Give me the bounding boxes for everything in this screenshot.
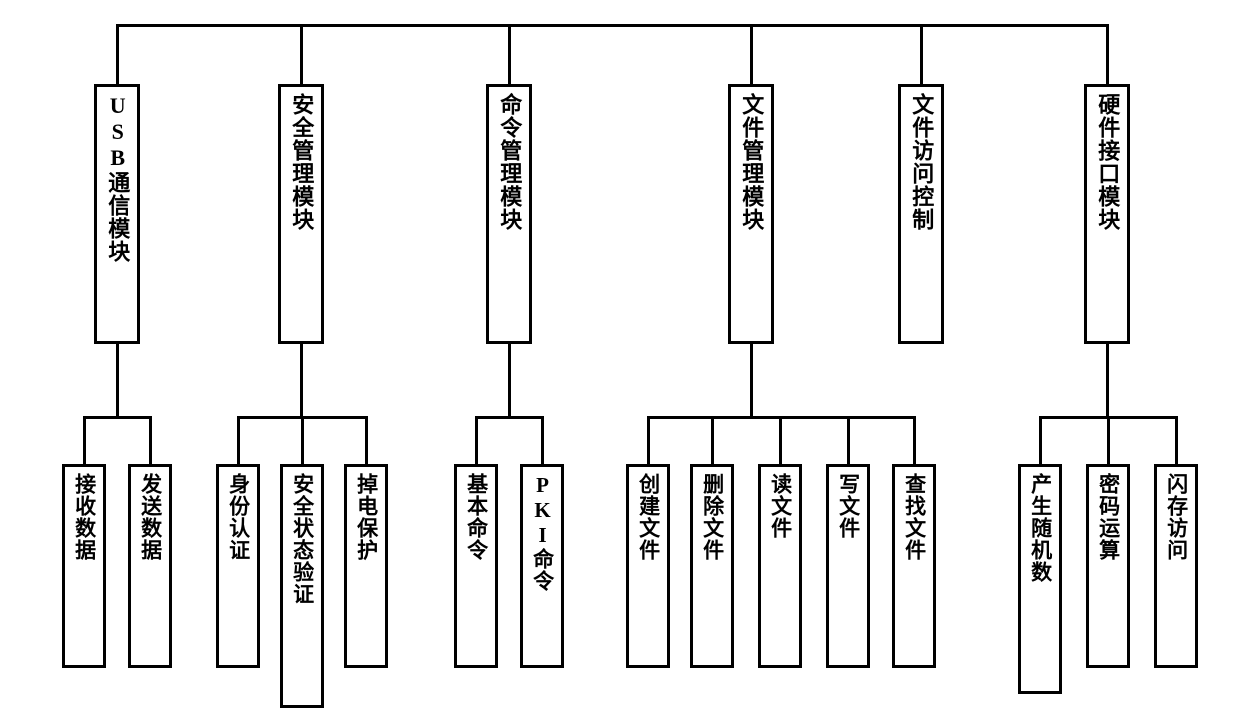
connector-line bbox=[475, 416, 544, 419]
leaf-secstate: 安全状态验证 bbox=[280, 464, 324, 708]
connector-line bbox=[300, 344, 303, 419]
leaf-pwrfail: 掉电保护 bbox=[344, 464, 388, 668]
leaf-flash-label: 闪存访问 bbox=[1163, 473, 1188, 561]
module-hwif-label: 硬件接口模块 bbox=[1094, 93, 1120, 231]
connector-line bbox=[750, 24, 753, 87]
leaf-rand-label: 产生随机数 bbox=[1027, 473, 1052, 583]
leaf-crypto-label: 密码运算 bbox=[1095, 473, 1120, 561]
module-filemgmt-label: 文件管理模块 bbox=[738, 93, 764, 231]
connector-line bbox=[300, 24, 303, 87]
leaf-pkicmd-label: PKI命令 bbox=[529, 473, 554, 592]
connector-line bbox=[301, 416, 304, 467]
connector-line bbox=[913, 416, 916, 467]
leaf-read: 读文件 bbox=[758, 464, 802, 668]
connector-line bbox=[711, 416, 714, 467]
connector-line bbox=[116, 344, 119, 419]
leaf-tx: 发送数据 bbox=[128, 464, 172, 668]
leaf-delete-label: 删除文件 bbox=[699, 473, 724, 561]
leaf-create-label: 创建文件 bbox=[635, 473, 660, 561]
leaf-rx-label: 接收数据 bbox=[71, 473, 96, 561]
module-usb: USB通信模块 bbox=[94, 84, 140, 344]
module-fileacc: 文件访问控制 bbox=[898, 84, 944, 344]
connector-line bbox=[508, 24, 511, 87]
module-security-label: 安全管理模块 bbox=[288, 93, 314, 231]
module-security: 安全管理模块 bbox=[278, 84, 324, 344]
leaf-basecmd: 基本命令 bbox=[454, 464, 498, 668]
leaf-basecmd-label: 基本命令 bbox=[463, 473, 488, 561]
leaf-idauth-label: 身份认证 bbox=[225, 473, 250, 561]
leaf-find-label: 查找文件 bbox=[901, 473, 926, 561]
leaf-find: 查找文件 bbox=[892, 464, 936, 668]
connector-line bbox=[1106, 24, 1109, 87]
connector-line bbox=[83, 416, 152, 419]
leaf-crypto: 密码运算 bbox=[1086, 464, 1130, 668]
connector-line bbox=[365, 416, 368, 467]
leaf-pwrfail-label: 掉电保护 bbox=[353, 473, 378, 561]
module-fileacc-label: 文件访问控制 bbox=[908, 93, 934, 231]
connector-line bbox=[920, 24, 923, 87]
leaf-read-label: 读文件 bbox=[767, 473, 792, 539]
leaf-write: 写文件 bbox=[826, 464, 870, 668]
module-command-label: 命令管理模块 bbox=[496, 93, 522, 231]
connector-line bbox=[1106, 344, 1109, 419]
leaf-create: 创建文件 bbox=[626, 464, 670, 668]
module-hwif: 硬件接口模块 bbox=[1084, 84, 1130, 344]
leaf-flash: 闪存访问 bbox=[1154, 464, 1198, 668]
leaf-delete: 删除文件 bbox=[690, 464, 734, 668]
connector-line bbox=[83, 416, 86, 467]
connector-line bbox=[237, 416, 240, 467]
connector-line bbox=[647, 416, 650, 467]
connector-line bbox=[779, 416, 782, 467]
connector-line bbox=[1039, 416, 1042, 467]
connector-line bbox=[508, 344, 511, 419]
connector-line bbox=[149, 416, 152, 467]
leaf-secstate-label: 安全状态验证 bbox=[289, 473, 314, 605]
connector-line bbox=[750, 344, 753, 419]
connector-line bbox=[847, 416, 850, 467]
connector-line bbox=[116, 24, 1109, 27]
connector-line bbox=[475, 416, 478, 467]
leaf-tx-label: 发送数据 bbox=[137, 473, 162, 561]
connector-line bbox=[1175, 416, 1178, 467]
leaf-rx: 接收数据 bbox=[62, 464, 106, 668]
leaf-pkicmd: PKI命令 bbox=[520, 464, 564, 668]
connector-line bbox=[541, 416, 544, 467]
leaf-idauth: 身份认证 bbox=[216, 464, 260, 668]
module-filemgmt: 文件管理模块 bbox=[728, 84, 774, 344]
connector-line bbox=[1107, 416, 1110, 467]
module-command: 命令管理模块 bbox=[486, 84, 532, 344]
leaf-write-label: 写文件 bbox=[835, 473, 860, 539]
leaf-rand: 产生随机数 bbox=[1018, 464, 1062, 694]
module-usb-label: USB通信模块 bbox=[104, 93, 130, 263]
connector-line bbox=[116, 24, 119, 87]
